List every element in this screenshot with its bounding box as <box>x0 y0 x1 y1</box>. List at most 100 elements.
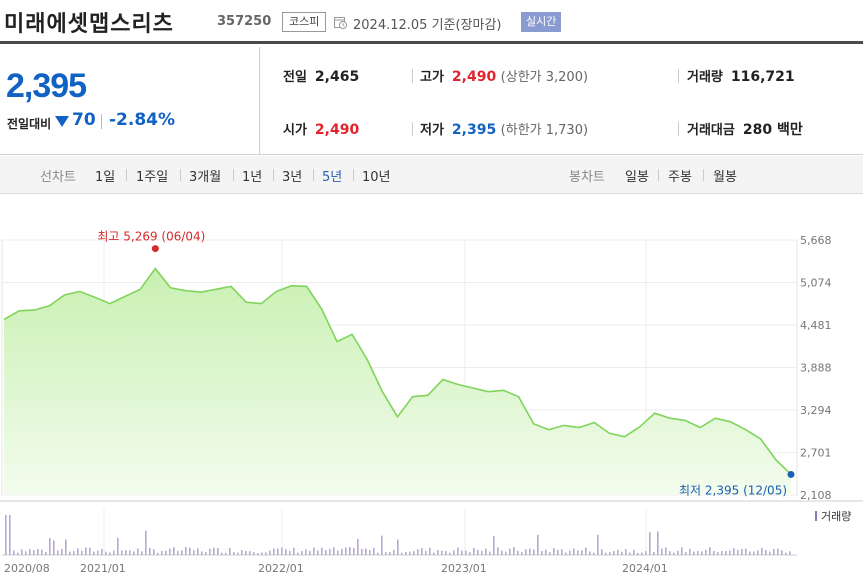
volume-bar <box>593 552 595 555</box>
divider <box>412 122 413 136</box>
volume-bar <box>37 548 39 555</box>
volume-bar <box>605 552 607 555</box>
volume-bar <box>601 549 603 555</box>
divider <box>678 69 679 83</box>
volume-bar <box>641 552 643 555</box>
volume-bar <box>669 551 671 555</box>
date-info: 2024.12.05 기준(장마감) <box>353 18 502 33</box>
volume-bar <box>161 550 163 555</box>
tab-5y[interactable]: 5년 <box>322 170 343 185</box>
volume-bar <box>529 548 531 555</box>
volume-bar <box>633 550 635 555</box>
volume-bar <box>405 551 407 555</box>
volume-bar <box>773 548 775 555</box>
volume-bar <box>301 551 303 555</box>
volume-bar <box>193 550 195 555</box>
volume-bar <box>533 549 535 555</box>
volume-bar <box>541 550 543 555</box>
volume-bar <box>85 547 87 555</box>
tab-monthly-candle[interactable]: 월봉 <box>713 170 737 185</box>
y-axis-ticks: 5,668 5,074 4,481 3,888 3,294 2,701 2,108 <box>800 234 832 502</box>
volume-bar <box>701 551 703 555</box>
tab-daily-candle[interactable]: 일봉 <box>625 170 649 185</box>
volume-bar <box>349 547 351 555</box>
volume-bar <box>313 547 315 555</box>
volume-bar <box>517 550 519 555</box>
price-line <box>3 267 792 475</box>
volume-bar <box>401 552 403 555</box>
tab-1y[interactable]: 1년 <box>242 170 263 185</box>
volume-bar <box>469 552 471 555</box>
volume-bar <box>661 548 663 555</box>
volume-bar <box>145 530 147 555</box>
volume-bar <box>453 550 455 555</box>
price-chart[interactable]: 5,668 5,074 4,481 3,888 3,294 2,701 2,108 최고 5… <box>0 195 863 585</box>
volume-bar <box>521 552 523 555</box>
volume-bar <box>201 551 203 555</box>
volume-bar <box>157 552 159 555</box>
tab-1w[interactable]: 1주일 <box>136 170 169 185</box>
volume-bar <box>501 550 503 555</box>
y-tick-label: 2,701 <box>800 447 832 460</box>
volume-bar <box>165 550 167 555</box>
current-price: 2,395 <box>6 67 87 105</box>
volume-bar <box>745 548 747 555</box>
volume-bar <box>329 548 331 555</box>
volume-bar <box>357 538 359 555</box>
price-area <box>3 267 792 495</box>
volume-bar <box>497 547 499 555</box>
volume-bar <box>721 551 723 555</box>
volume-bar <box>97 550 99 555</box>
tab-10y[interactable]: 10년 <box>362 170 391 185</box>
volume-bar <box>41 549 43 555</box>
volume: 거래량 116,721 <box>687 69 795 85</box>
high-marker <box>151 245 159 253</box>
volume-bar <box>261 552 263 555</box>
volume-bar <box>485 548 487 555</box>
day-low: 저가 2,395 (하한가 1,730) <box>420 122 589 138</box>
y-tick-label: 3,888 <box>800 362 832 375</box>
volume-bar <box>729 550 731 555</box>
realtime-button[interactable]: 실시간 <box>521 12 562 32</box>
volume-bar <box>101 549 103 555</box>
volume-bar <box>673 552 675 555</box>
volume-bar <box>393 549 395 555</box>
volume-bar <box>253 552 255 555</box>
volume-bar <box>553 548 555 555</box>
volume-bar <box>749 551 751 555</box>
volume-bar <box>205 552 207 555</box>
volume-bar <box>185 547 187 555</box>
volume-bar <box>297 552 299 555</box>
volume-bar <box>225 552 227 555</box>
volume-bar <box>233 552 235 555</box>
divider <box>412 69 413 83</box>
volume-bar <box>129 550 131 555</box>
divider <box>101 114 102 129</box>
volume-bar <box>45 551 47 555</box>
volume-bar <box>505 551 507 555</box>
volume-bar <box>777 548 779 555</box>
tab-1d[interactable]: 1일 <box>95 170 116 185</box>
volume-bar <box>649 532 651 555</box>
volume-bar <box>433 552 435 555</box>
volume-bar <box>789 551 791 555</box>
volume-bar <box>229 548 231 555</box>
volume-bar <box>713 550 715 555</box>
volume-bar <box>397 539 399 555</box>
volume-bar <box>557 549 559 555</box>
tab-3y[interactable]: 3년 <box>282 170 303 185</box>
volume-bar <box>573 548 575 555</box>
volume-bar <box>677 550 679 555</box>
volume-bar <box>57 550 59 555</box>
volume-bar <box>581 550 583 555</box>
volume-bar <box>489 551 491 555</box>
volume-bar <box>613 551 615 555</box>
change-label: 전일대비 <box>7 117 52 131</box>
chart-period-tabs: 선차트 1일 1주일 3개월 1년 3년 5년 10년 봉차트 일봉 주봉 월봉 <box>0 156 863 194</box>
down-triangle-icon <box>55 116 69 127</box>
tab-3m[interactable]: 3개월 <box>189 170 222 185</box>
tab-weekly-candle[interactable]: 주봉 <box>668 170 692 185</box>
volume-bar <box>569 550 571 555</box>
volume-bar <box>437 550 439 555</box>
volume-bar <box>717 552 719 555</box>
